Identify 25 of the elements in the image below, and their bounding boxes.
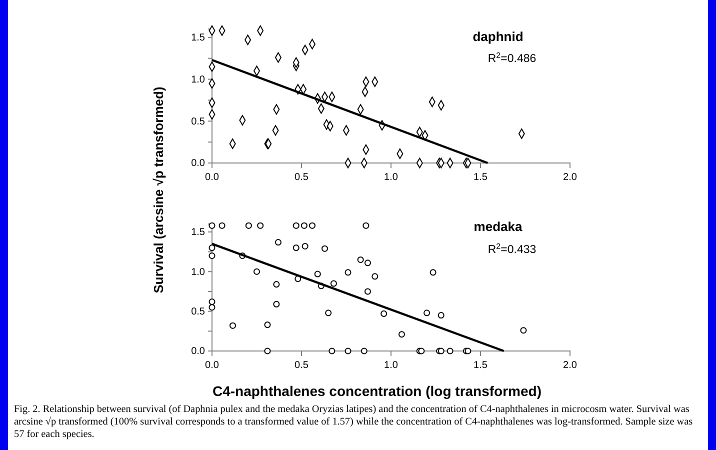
x-tick-label: 0.5 — [294, 360, 309, 371]
x-tick-label: 2.0 — [563, 172, 578, 183]
x-tick-label: 1.5 — [474, 360, 488, 371]
y-tick-label: 0.0 — [191, 346, 206, 358]
y-tick-label: 0.5 — [191, 116, 206, 128]
annotation: R$^{2}$=0.486 — [488, 50, 536, 65]
chart-title: daphnid — [472, 29, 524, 44]
y-tick-label: 1.5 — [191, 227, 206, 238]
y-tick-label: 1.0 — [191, 74, 206, 86]
x-axis-title: C4-naphthalenes concentration (log transformed) — [212, 383, 542, 399]
x-tick-label: 0.0 — [205, 360, 220, 371]
x-tick-label: 0.0 — [205, 172, 220, 183]
y-axis-title: Survival (arcsine √p transformed) — [151, 86, 166, 294]
y-tick-label: 0.5 — [191, 306, 206, 318]
chart-title: medaka — [474, 219, 523, 234]
y-tick-label: 0.0 — [191, 158, 206, 170]
x-tick-label: 1.0 — [384, 360, 398, 371]
x-tick-label: 2.0 — [563, 360, 578, 371]
x-tick-label: 1.0 — [384, 172, 398, 183]
x-tick-label: 0.5 — [294, 172, 309, 183]
caption: Fig. 2. Relationship between survival (of Daphnia pulex and the medaka Oryzias latipes) and the concentration of C4-naphthalenes in microcosm water. Survival was arcsine √p transformed (100% survival corresponds to a transformed value of 1.57) while the concentration of C4-naphthalenes was log-transformed. Sample size was 57 for each species. — [14, 404, 693, 440]
y-tick-label: 1.5 — [191, 32, 206, 44]
x-tick-label: 1.5 — [474, 172, 488, 183]
y-tick-label: 1.0 — [191, 266, 206, 278]
annotation: R$^{2}$=0.433 — [488, 242, 536, 256]
